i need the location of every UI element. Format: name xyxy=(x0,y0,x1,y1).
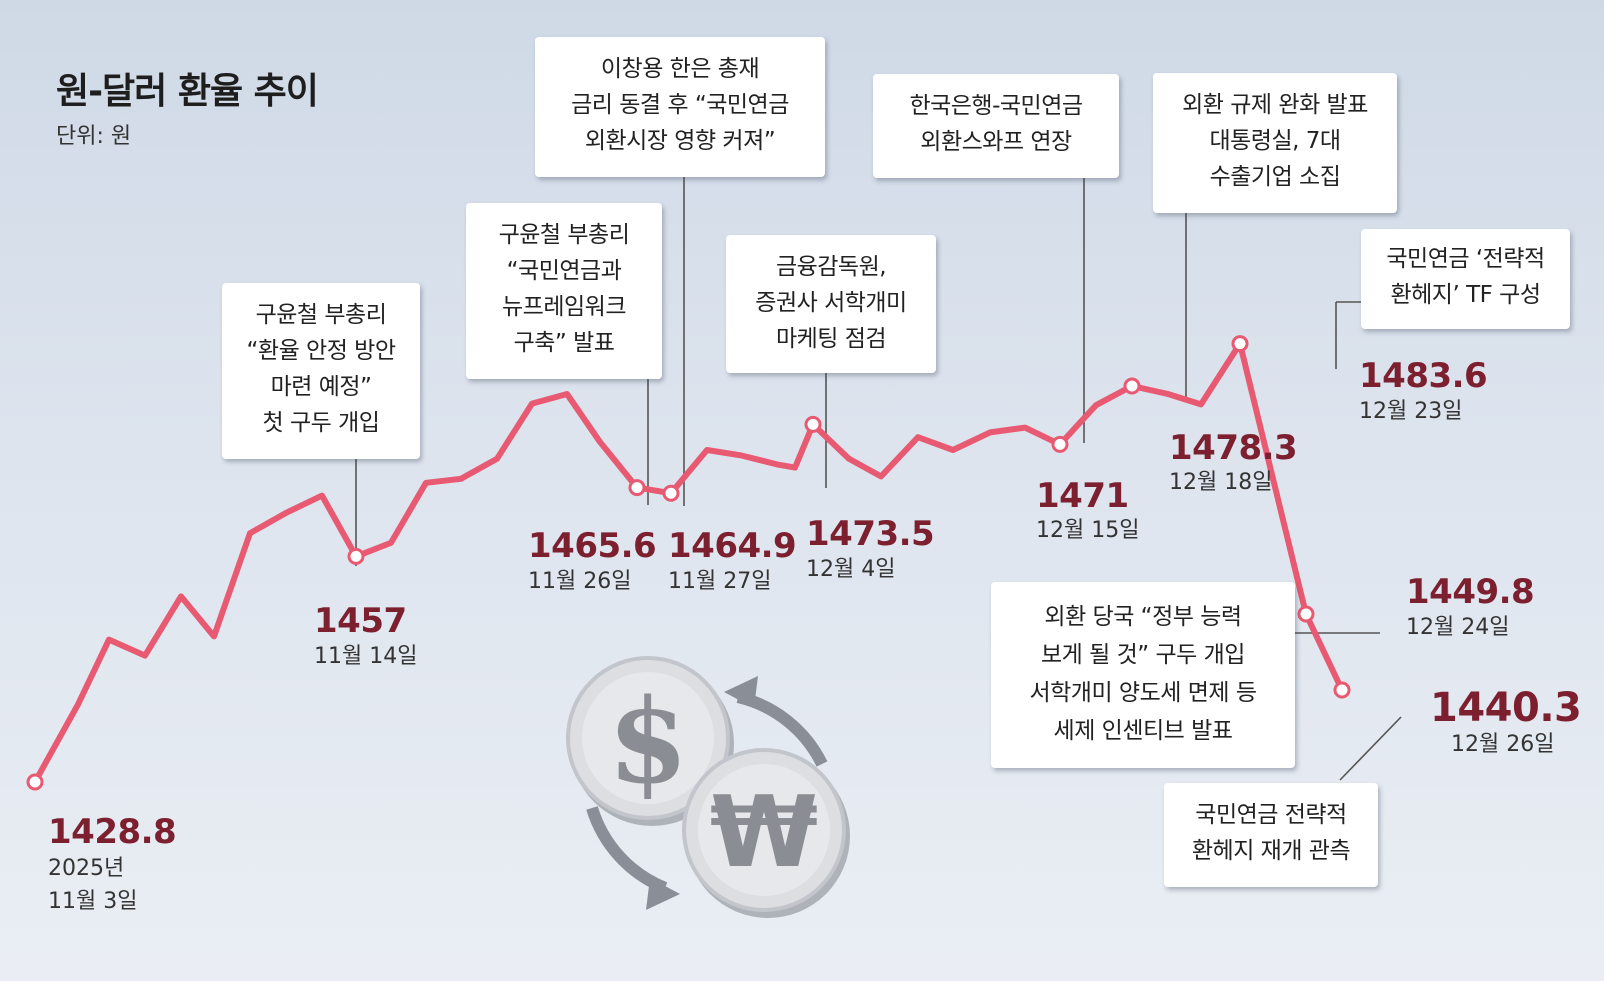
data-point-marker xyxy=(804,415,822,433)
data-label-date: 12월 26일 xyxy=(1451,732,1555,757)
annotation-callout: 이창용 한은 총재 금리 동결 후 “국민연금 외환시장 영향 커져” xyxy=(535,37,825,177)
data-label-value: 1465.6 xyxy=(528,526,657,566)
arrow-head-icon xyxy=(724,676,758,708)
annotation-callout: 국민연금 전략적 환헤지 재개 관측 xyxy=(1164,783,1378,887)
unit-label: 단위: 원 xyxy=(56,124,132,149)
won-symbol: ₩ xyxy=(710,776,818,890)
data-point-marker xyxy=(1051,435,1069,453)
data-point-marker xyxy=(628,479,646,497)
data-point-marker xyxy=(347,547,365,565)
data-label-value: 1473.5 xyxy=(806,514,935,554)
arrow-head-icon xyxy=(646,878,680,910)
annotation-callout: 구윤철 부총리 “국민연금과 뉴프레임워크 구축” 발표 xyxy=(466,203,662,379)
annotation-callout: 구윤철 부총리 “환율 안정 방안 마련 예정” 첫 구두 개입 xyxy=(222,283,420,459)
data-point-marker xyxy=(1123,377,1141,395)
annotation-callout: 금융감독원, 증권사 서학개미 마케팅 점검 xyxy=(726,235,936,373)
data-label-value: 1440.3 xyxy=(1430,685,1582,731)
dollar-symbol: $ xyxy=(608,674,689,810)
data-label-value: 1483.6 xyxy=(1359,356,1488,396)
data-label-value: 1464.9 xyxy=(668,526,797,566)
connector-line xyxy=(1339,716,1402,781)
data-point-marker xyxy=(662,484,680,502)
data-point-marker xyxy=(1333,681,1351,699)
exchange-rate-line xyxy=(32,340,1345,785)
data-label-value: 1478.3 xyxy=(1169,428,1298,468)
data-point-marker xyxy=(1231,335,1249,353)
data-label-value: 1471 xyxy=(1036,476,1129,516)
data-label-date: 11월 14일 xyxy=(314,644,418,669)
chart-title: 원-달러 환율 추이 xyxy=(56,71,319,112)
data-label-date: 12월 18일 xyxy=(1169,470,1273,495)
data-label-date: 12월 23일 xyxy=(1359,399,1463,424)
data-label-date: 11월 26일 xyxy=(528,569,632,594)
data-label-date: 11월 27일 xyxy=(668,569,772,594)
data-label-date: 2025년 11월 3일 xyxy=(48,856,138,914)
annotation-callout: 한국은행-국민연금 외환스와프 연장 xyxy=(873,74,1119,178)
data-label-date: 12월 15일 xyxy=(1036,518,1140,543)
data-label-value: 1449.8 xyxy=(1406,572,1535,612)
annotation-callout: 국민연금 ‘전략적 환헤지’ TF 구성 xyxy=(1361,229,1570,329)
annotation-callout: 외환 규제 완화 발표 대통령실, 7대 수출기업 소집 xyxy=(1153,73,1397,213)
data-label-date: 12월 24일 xyxy=(1406,615,1510,640)
data-point-marker xyxy=(26,773,44,791)
data-label-date: 12월 4일 xyxy=(806,557,896,582)
annotation-callout: 외환 당국 “정부 능력 보게 될 것” 구두 개입 서학개미 양도세 면제 등… xyxy=(991,582,1295,768)
data-point-marker xyxy=(1297,605,1315,623)
data-label-value: 1457 xyxy=(314,601,407,641)
data-label-value: 1428.8 xyxy=(48,812,177,852)
